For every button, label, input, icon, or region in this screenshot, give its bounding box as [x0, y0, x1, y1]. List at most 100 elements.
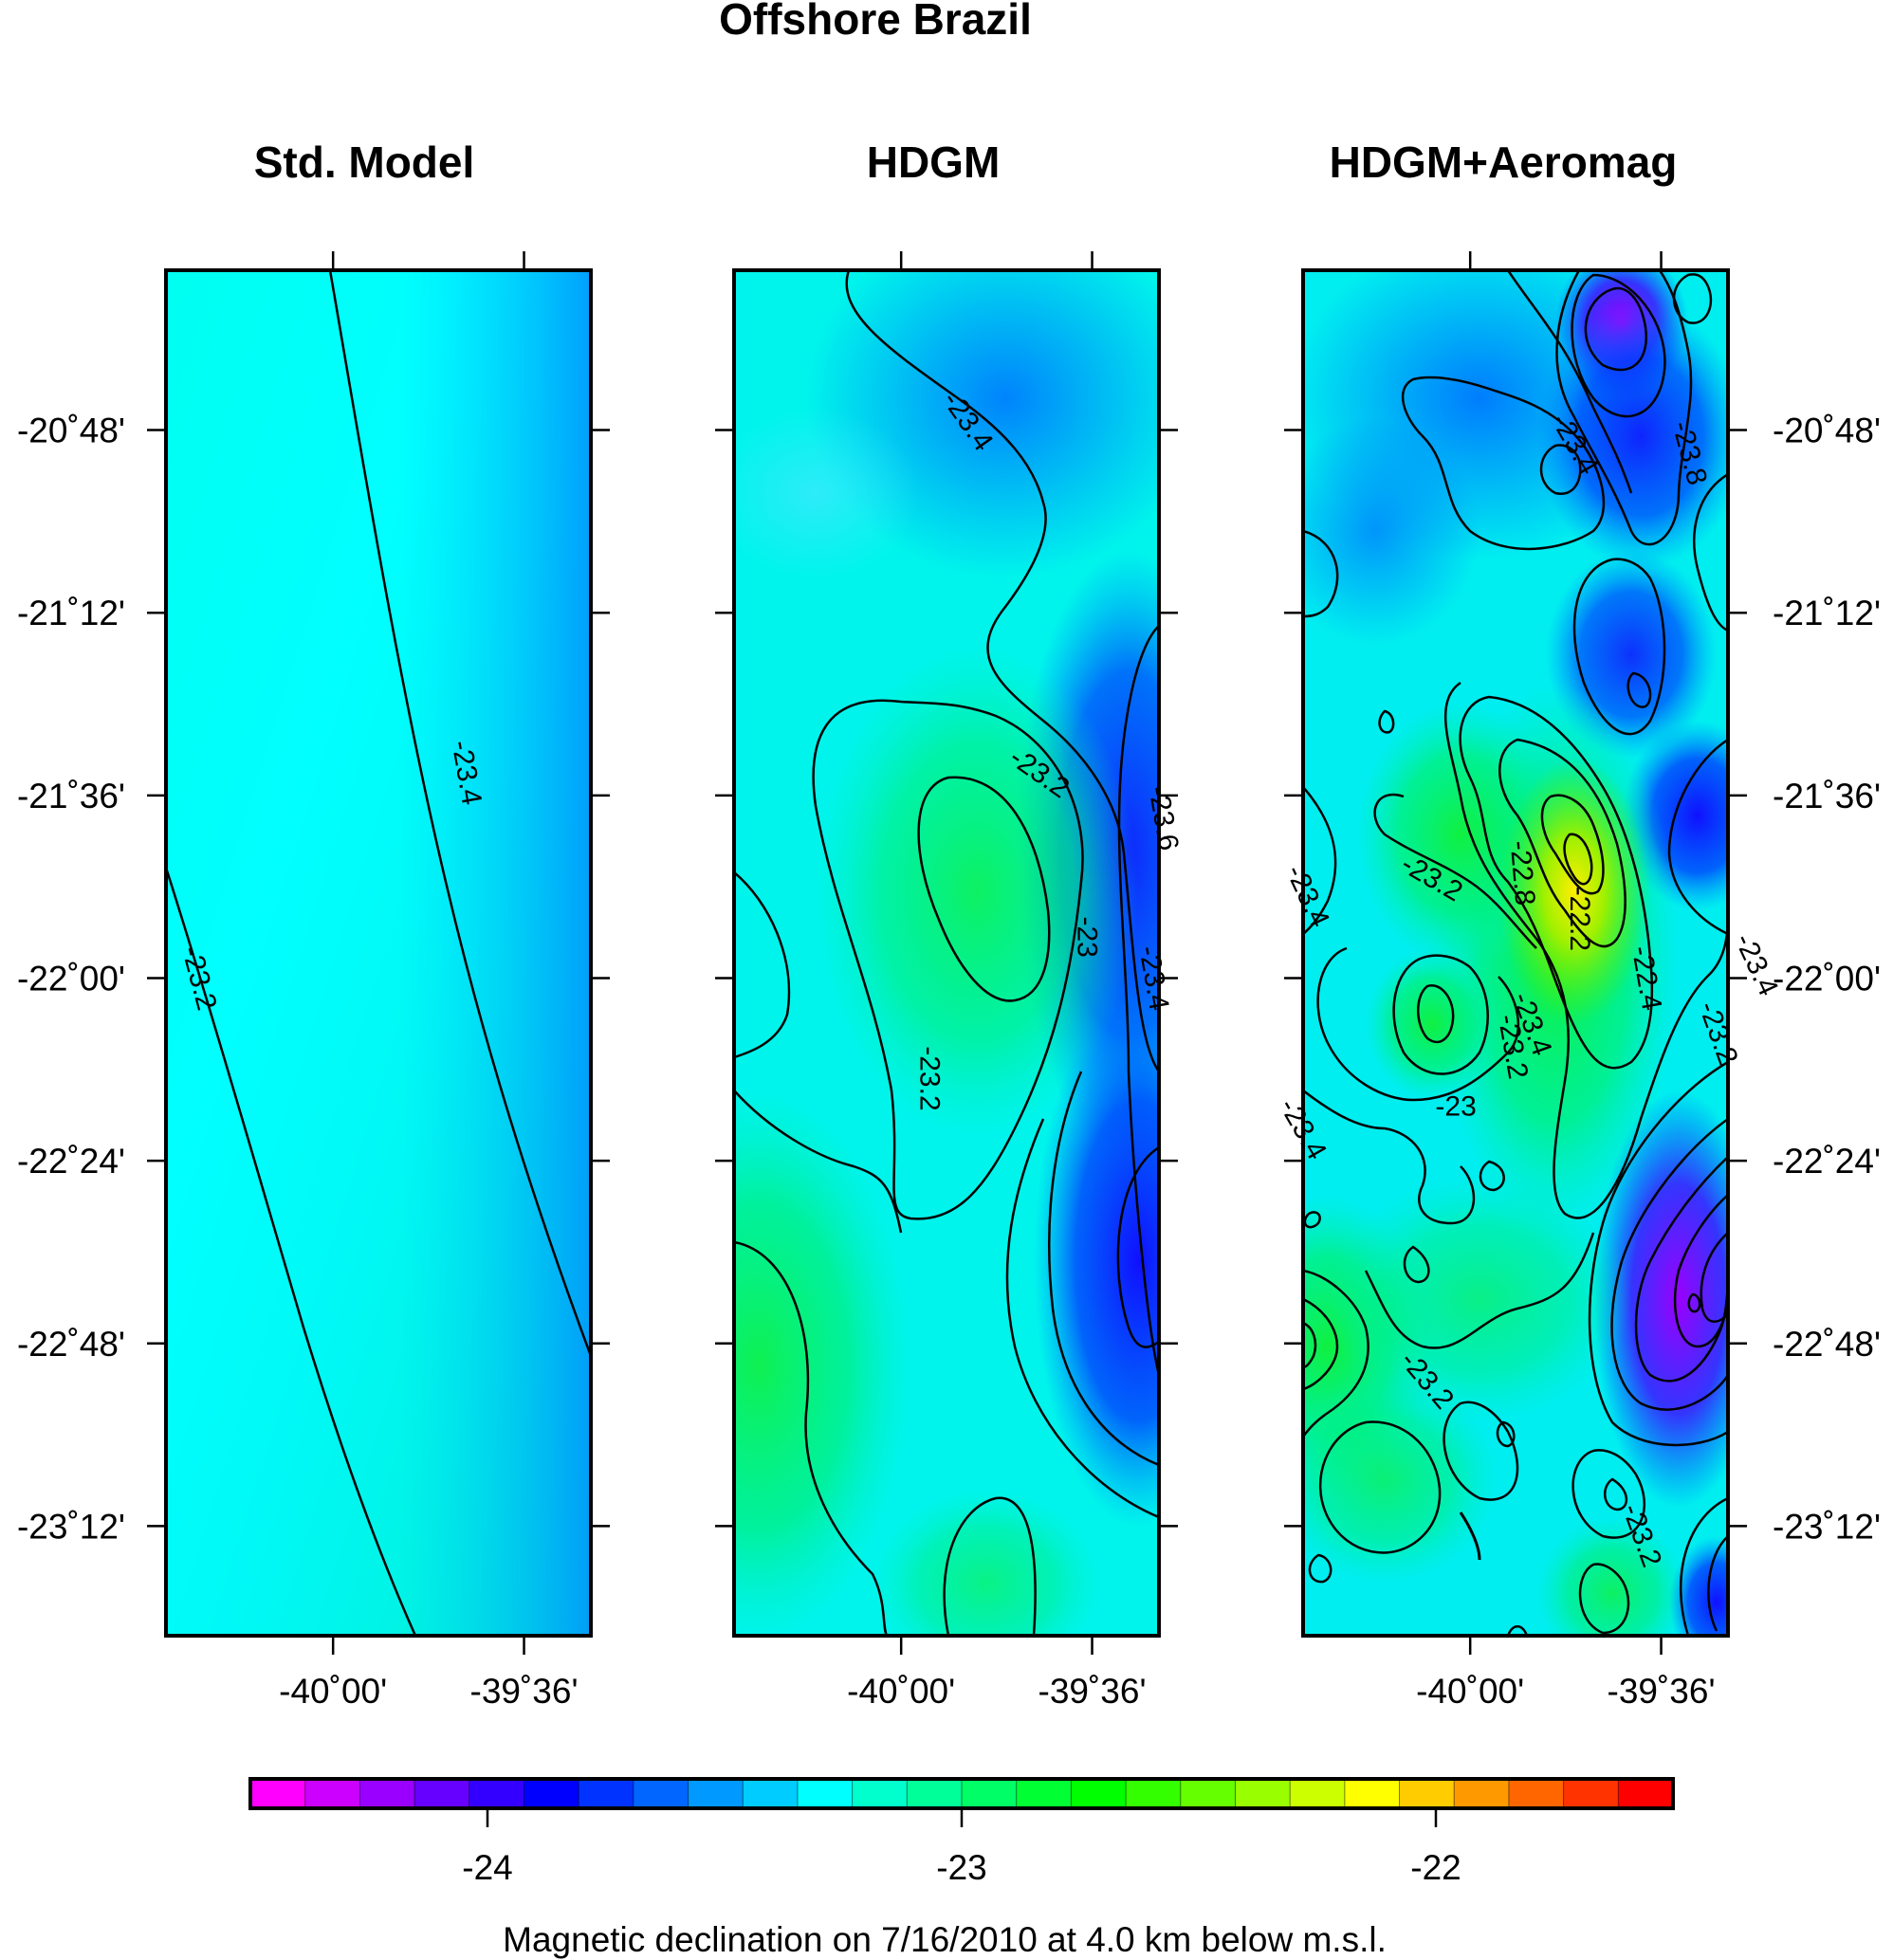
contour-line	[943, 1496, 1037, 1636]
contour-line	[1667, 738, 1728, 936]
colorbar-cell	[359, 1779, 415, 1808]
contour-line	[1116, 1145, 1159, 1348]
field-blob	[1536, 1517, 1688, 1636]
map-frame	[732, 268, 1161, 1638]
map-frame	[164, 268, 593, 1638]
contour-line	[1584, 286, 1648, 372]
colorbar-cell	[797, 1779, 854, 1808]
contour-line	[1563, 833, 1593, 886]
caption: Magnetic declination on 7/16/2010 at 4.0…	[503, 1920, 1387, 1959]
contour-line	[1539, 444, 1582, 495]
contour-line	[1693, 472, 1728, 632]
contour-label: -23	[1435, 1090, 1476, 1122]
contour-line	[1316, 946, 1520, 1102]
contour-line	[1364, 1232, 1595, 1349]
contour-line	[1303, 1211, 1321, 1229]
panel-std-model: Std. Model -23.4-23.2	[164, 137, 593, 1638]
field-blob	[1303, 417, 1479, 645]
contour-label-text: -23	[1435, 1090, 1476, 1122]
contour-line	[1627, 671, 1652, 708]
colorbar: -24 -23 -22	[248, 1777, 1675, 1887]
colorbar-cell	[1290, 1779, 1346, 1808]
field-blob	[1034, 996, 1159, 1527]
colorbar-cell	[1235, 1779, 1291, 1808]
field-blob	[1366, 948, 1498, 1100]
colorbar-cell	[579, 1779, 634, 1808]
contour-line	[1459, 1511, 1481, 1561]
contour-line	[1392, 954, 1489, 1075]
y-tick-label-left: -21˚12'	[17, 594, 125, 632]
contour-label-text: -23	[1071, 916, 1102, 957]
x-tick-label: -40˚00'	[1416, 1672, 1524, 1711]
contour-line	[1401, 376, 1606, 551]
contour-line	[1679, 1496, 1728, 1636]
contour-line	[1540, 794, 1605, 895]
y-tick-label-left: -22˚48'	[17, 1325, 125, 1364]
panel-title-std-model: Std. Model	[254, 137, 475, 187]
contour-line	[734, 1240, 889, 1636]
field-shading	[166, 270, 591, 1636]
contour-line	[1673, 1194, 1728, 1348]
contour-line	[845, 270, 1159, 1072]
contour-label: -22.8	[1504, 839, 1541, 907]
contour-label-text: -22.2	[1564, 887, 1595, 951]
colorbar-cell	[852, 1779, 908, 1808]
contour-line	[1610, 1117, 1728, 1411]
contour-line	[734, 1090, 903, 1234]
y-tick-label-left: -23˚12'	[17, 1507, 125, 1546]
y-tick-label-left: -21˚36'	[17, 777, 125, 815]
contour-line	[1443, 1401, 1519, 1501]
y-tick-label-left: -22˚24'	[17, 1142, 125, 1181]
field-blob	[734, 1090, 910, 1636]
contour-line	[1578, 1563, 1630, 1635]
contour-line	[812, 699, 1084, 1220]
y-tick-label-right: -22˚48'	[1773, 1325, 1881, 1364]
colorbar-cell	[1071, 1779, 1127, 1808]
panel-hdgm: HDGM -23.4-23.2-23-23.6-23.4-23.2	[732, 137, 1185, 1638]
colorbar-cell	[1016, 1779, 1072, 1808]
y-tick-label-right: -22˚24'	[1773, 1142, 1881, 1181]
colorbar-cell	[1454, 1779, 1510, 1808]
contour-line	[734, 871, 791, 1059]
contour-line	[917, 776, 1051, 1002]
y-tick-label-right: -23˚12'	[1773, 1507, 1881, 1546]
contour-label: -23	[1071, 916, 1102, 957]
colorbar-cell	[907, 1779, 963, 1808]
contour-line	[1303, 1269, 1369, 1438]
colorbar-cell	[962, 1779, 1018, 1808]
contour-line	[1687, 1292, 1701, 1313]
colorbar-cell	[1508, 1779, 1565, 1808]
colorbar-tick-label: -23	[936, 1848, 986, 1887]
colorbar-cell	[1344, 1779, 1401, 1808]
contour-line	[1572, 558, 1666, 736]
colorbar-tick-label: -22	[1410, 1848, 1461, 1887]
contour-line	[1496, 1420, 1516, 1448]
contour-line	[1672, 273, 1713, 324]
x-tick-label: -39˚36'	[1608, 1672, 1716, 1711]
contour-line	[1707, 1535, 1728, 1632]
colorbar-cell	[469, 1779, 524, 1808]
contour-line	[1571, 1449, 1645, 1539]
colorbar-cell	[524, 1779, 579, 1808]
contour-label-text: -22.8	[1504, 839, 1541, 907]
axis-ticks: -40˚00' -39˚36' -20˚48' -21˚12' -21˚36' -22˚0…	[17, 251, 1881, 1711]
field-blob	[734, 408, 920, 578]
contour-line	[1048, 1071, 1159, 1467]
contour-line	[1373, 793, 1537, 949]
contour-line	[1479, 1160, 1505, 1192]
field-blob	[816, 645, 1138, 1138]
colorbar-cell	[1618, 1779, 1674, 1808]
contour-line	[1571, 273, 1666, 418]
contour-line	[1303, 786, 1337, 935]
contour-line	[1443, 681, 1728, 1219]
contour-line	[1303, 1090, 1476, 1225]
contour-line	[1308, 1553, 1332, 1584]
contour-line	[1417, 984, 1455, 1044]
colorbar-cell	[1399, 1779, 1455, 1808]
contour-line	[1303, 1297, 1339, 1391]
y-tick-label-right: -22˚00'	[1773, 959, 1881, 998]
panel-title-hdgm: HDGM	[867, 137, 1001, 187]
contour-line	[1506, 270, 1633, 494]
panel-title-hdgm-aeromag: HDGM+Aeromag	[1330, 137, 1678, 187]
